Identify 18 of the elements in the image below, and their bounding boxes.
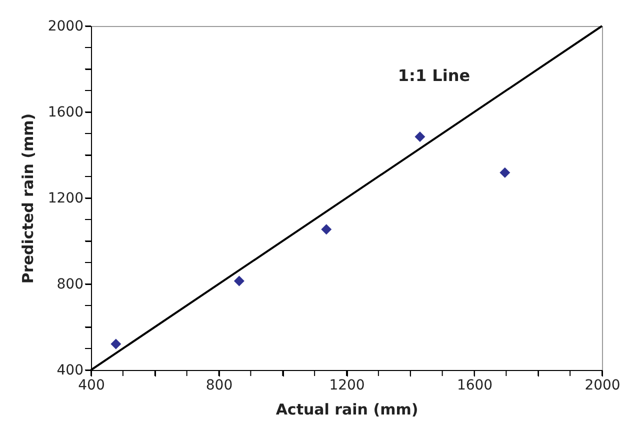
point bbox=[500, 167, 510, 178]
y-tick-label: 1600 bbox=[48, 104, 84, 120]
x-tick-label: 2000 bbox=[584, 378, 620, 394]
y-tick-label: 2000 bbox=[48, 18, 84, 34]
point bbox=[414, 131, 426, 142]
x-axis-title: Actual rain (mm) bbox=[276, 400, 418, 418]
point bbox=[234, 276, 244, 286]
point bbox=[110, 338, 122, 350]
x-tick-label: 1600 bbox=[456, 378, 493, 394]
point bbox=[321, 224, 332, 235]
y-axis-title: Predicted rain (mm) bbox=[18, 113, 37, 284]
x-tick-label: 400 bbox=[78, 378, 105, 394]
y-tick-label: 800 bbox=[56, 276, 84, 292]
x-tick-label: 1200 bbox=[329, 378, 365, 394]
y-tick-label: 1200 bbox=[48, 190, 84, 206]
annotation: 1:1 Line bbox=[398, 66, 470, 85]
x-tick-label: 800 bbox=[206, 378, 233, 394]
y-tick-label: 400 bbox=[56, 362, 84, 378]
